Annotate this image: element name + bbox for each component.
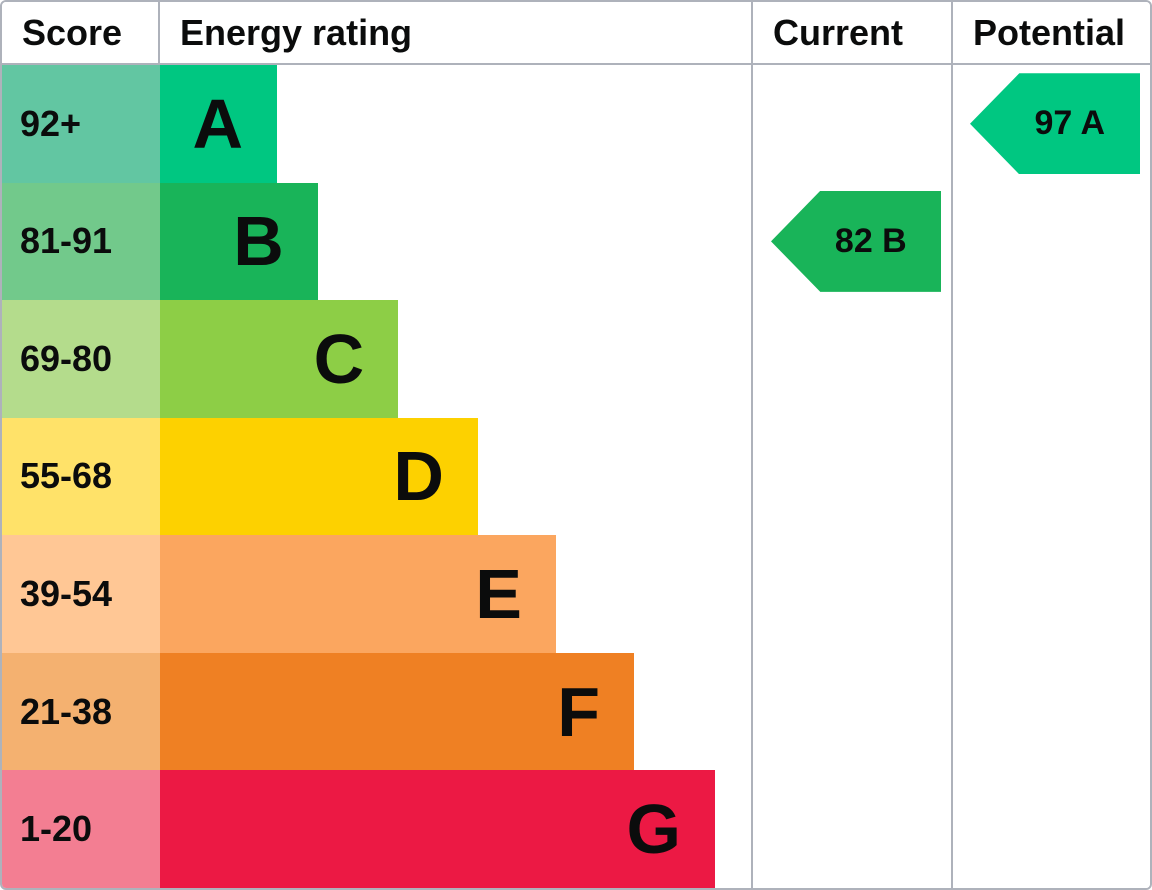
- grade-letter-g: G: [626, 790, 681, 869]
- score-range-g: 1-20: [20, 808, 93, 850]
- grade-letter-c: C: [313, 319, 365, 398]
- score-range-a: 92+: [20, 102, 82, 144]
- potential-cell-g: [951, 770, 1150, 888]
- potential-rating-label: 97 A: [1034, 104, 1106, 143]
- potential-cell-f: [951, 652, 1150, 771]
- rating-bar-f: F: [160, 652, 634, 771]
- current-cell-f: [751, 652, 951, 771]
- rating-bar-e: E: [160, 535, 556, 653]
- bar-area-d: D: [160, 417, 751, 536]
- bar-area-g: G: [160, 770, 751, 888]
- header-energy-rating: Energy rating: [160, 2, 751, 65]
- score-range-f: 21-38: [20, 690, 113, 732]
- current-cell-d: [751, 417, 951, 536]
- bar-area-f: F: [160, 652, 751, 771]
- header-current: Current: [751, 2, 951, 65]
- header-potential: Potential: [951, 2, 1150, 65]
- potential-cell-c: [951, 300, 1150, 418]
- grade-letter-a: A: [192, 84, 244, 163]
- bar-area-c: C: [160, 300, 751, 418]
- grade-letter-f: F: [557, 672, 600, 751]
- potential-cell-d: [951, 417, 1150, 536]
- potential-rating-arrow: 97 A: [970, 73, 1140, 175]
- potential-cell-b: [951, 182, 1150, 301]
- bar-area-e: E: [160, 535, 751, 653]
- potential-cell-a: 97 A: [951, 65, 1150, 183]
- score-cell-c: 69-80: [2, 300, 160, 418]
- bar-area-b: B: [160, 182, 751, 301]
- header-score: Score: [2, 2, 160, 65]
- score-cell-b: 81-91: [2, 182, 160, 301]
- rating-bar-g: G: [160, 770, 715, 888]
- current-cell-g: [751, 770, 951, 888]
- bar-area-a: A: [160, 65, 751, 183]
- score-cell-g: 1-20: [2, 770, 160, 888]
- rating-bar-a: A: [160, 65, 278, 183]
- rating-bar-c: C: [160, 300, 399, 418]
- rating-bar-b: B: [160, 182, 318, 301]
- grade-letter-d: D: [393, 437, 444, 516]
- potential-cell-e: [951, 535, 1150, 653]
- current-rating-arrow: 82 B: [771, 190, 941, 292]
- score-cell-f: 21-38: [2, 652, 160, 771]
- score-range-e: 39-54: [20, 573, 113, 615]
- score-range-c: 69-80: [20, 337, 113, 379]
- score-range-b: 81-91: [20, 220, 113, 262]
- current-cell-b: 82 B: [751, 182, 951, 301]
- current-cell-e: [751, 535, 951, 653]
- current-rating-label: 82 B: [834, 221, 907, 260]
- score-cell-a: 92+: [2, 65, 160, 183]
- grade-letter-b: B: [233, 202, 284, 281]
- grade-letter-e: E: [475, 555, 522, 634]
- score-cell-d: 55-68: [2, 417, 160, 536]
- current-cell-c: [751, 300, 951, 418]
- score-range-d: 55-68: [20, 455, 113, 497]
- rating-bar-d: D: [160, 417, 478, 536]
- score-cell-e: 39-54: [2, 535, 160, 653]
- current-cell-a: [751, 65, 951, 183]
